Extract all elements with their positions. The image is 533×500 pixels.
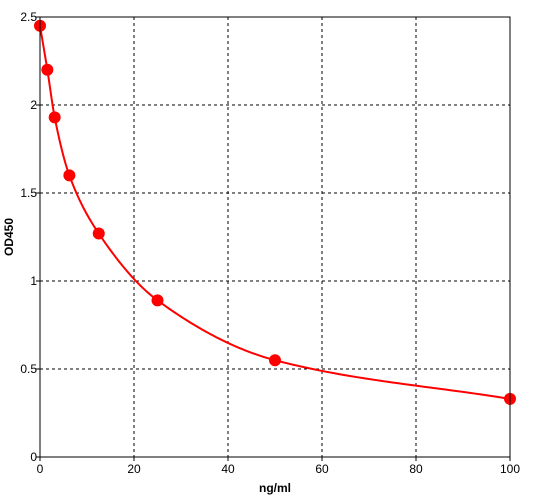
- y-tick-label: 0.5: [20, 362, 37, 376]
- data-point: [48, 111, 61, 124]
- y-tick-label: 2.5: [20, 10, 37, 24]
- data-point: [269, 354, 281, 367]
- grid-lines: [40, 17, 510, 457]
- x-tick-label: 100: [500, 462, 520, 476]
- data-point: [41, 63, 54, 76]
- data-point: [92, 227, 105, 240]
- data-point: [63, 169, 76, 182]
- fit-curve: [39, 25, 511, 400]
- y-tick-label: 1.5: [20, 186, 37, 200]
- y-tick-label: 0: [30, 450, 37, 464]
- y-axis-label: OD450: [2, 218, 16, 256]
- y-tick-label: 2: [30, 98, 37, 112]
- y-axis-ticks: 0 0.5 1 1.5 2 2.5: [20, 10, 40, 464]
- y-tick-label: 1: [30, 274, 37, 288]
- plot-frame: [39, 16, 511, 458]
- x-tick-label: 80: [409, 462, 423, 476]
- x-tick-label: 20: [127, 462, 141, 476]
- x-axis-label: ng/ml: [259, 481, 291, 495]
- x-tick-label: 40: [221, 462, 235, 476]
- x-tick-label: 0: [37, 462, 44, 476]
- data-points: [34, 19, 516, 405]
- x-tick-label: 60: [315, 462, 329, 476]
- x-axis-ticks: 0 20 40 60 80 100: [37, 457, 520, 476]
- plot-background: [40, 17, 510, 457]
- data-point: [151, 294, 164, 307]
